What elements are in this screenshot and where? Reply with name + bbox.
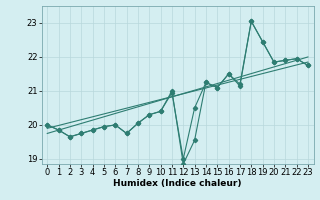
X-axis label: Humidex (Indice chaleur): Humidex (Indice chaleur): [113, 179, 242, 188]
